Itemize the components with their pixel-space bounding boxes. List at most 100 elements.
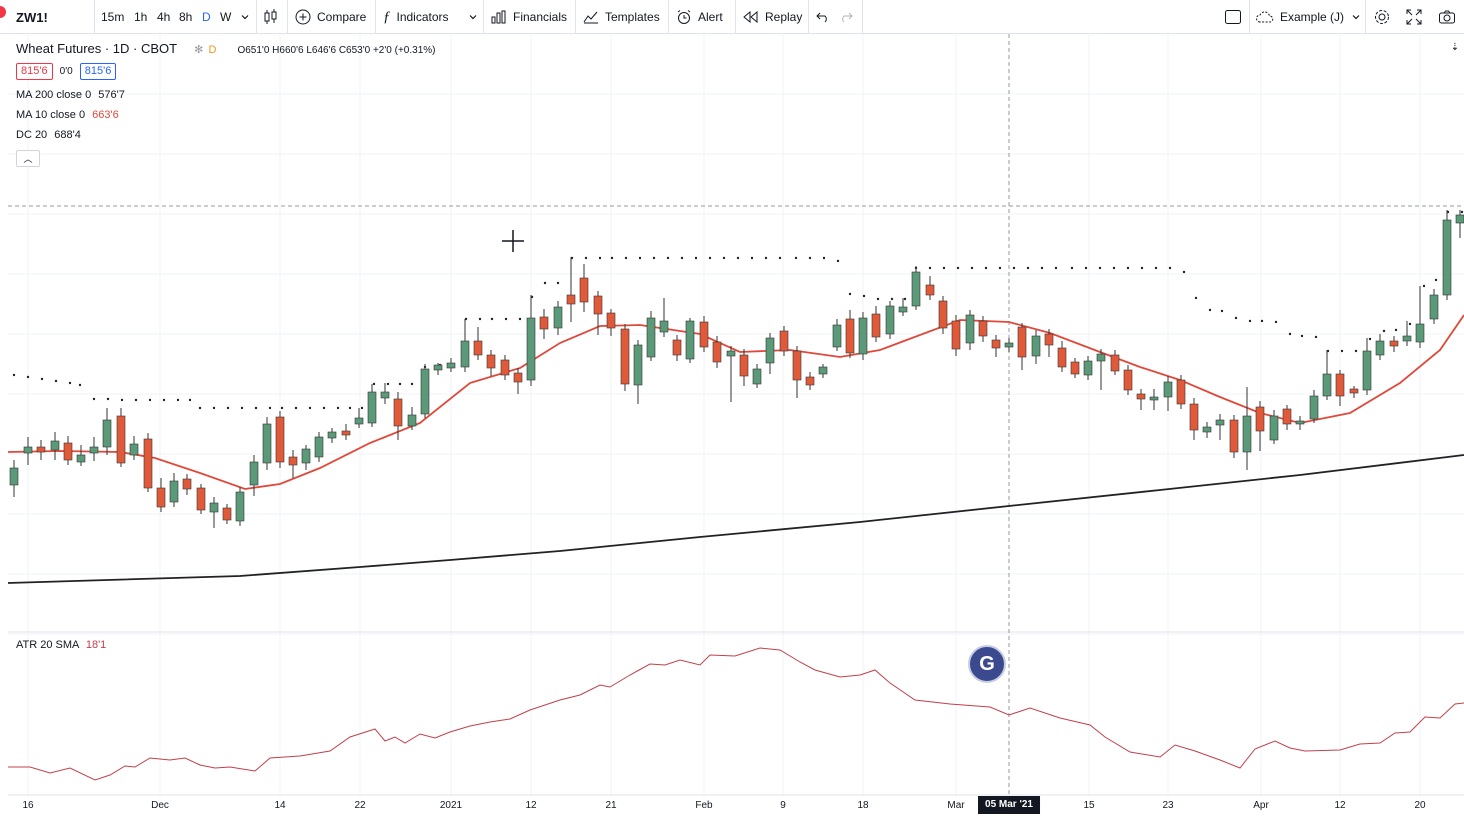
candle-body: [473, 340, 483, 356]
bid-button[interactable]: 815'6: [16, 63, 53, 80]
interval-dropdown[interactable]: [240, 0, 250, 34]
donchian-dot: [410, 382, 414, 386]
candle-body: [76, 454, 86, 463]
donchian-dot: [1112, 266, 1116, 270]
candle-body: [818, 366, 828, 375]
candle-body: [367, 391, 377, 424]
redo-icon: [842, 12, 853, 23]
candle-body: [209, 502, 219, 513]
crosshair-date-label: 05 Mar '21: [978, 796, 1040, 814]
candle-body: [262, 423, 272, 464]
candle-body: [23, 446, 33, 454]
ma10-line: [8, 314, 1464, 490]
layout-toggle[interactable]: [1224, 0, 1242, 34]
donchian-dot: [862, 294, 866, 298]
interval-label: 4h: [157, 10, 171, 24]
interval-d[interactable]: D: [202, 0, 211, 34]
interval-15m[interactable]: 15m: [101, 0, 124, 34]
alert-button[interactable]: Alert: [676, 0, 723, 34]
candle-body: [1031, 335, 1041, 357]
settings-button[interactable]: [1373, 0, 1391, 34]
grammarly-icon[interactable]: G: [968, 645, 1006, 683]
time-axis-label: 12: [1334, 800, 1346, 811]
candle-body: [1123, 369, 1133, 391]
atr-value: 18'1: [85, 639, 107, 651]
time-axis-label: Mar: [947, 800, 965, 811]
candle-body: [792, 350, 802, 381]
candle-body: [1269, 415, 1279, 441]
candle-body: [659, 320, 669, 333]
time-axis-label: 15: [1083, 800, 1095, 811]
rewind-icon: [743, 11, 759, 23]
donchian-dot: [294, 406, 298, 410]
screenshot-button[interactable]: [1438, 0, 1456, 34]
time-axis-label: 23: [1162, 800, 1174, 811]
candle-body: [407, 414, 417, 427]
candle-body: [1110, 354, 1120, 372]
interval-1h[interactable]: 1h: [134, 0, 147, 34]
candle-body: [500, 359, 510, 376]
donchian-dot: [92, 397, 96, 401]
candle-body: [553, 306, 563, 329]
donchian-dot: [652, 256, 656, 260]
replay-label: Replay: [765, 10, 803, 24]
chart-type-button[interactable]: [263, 0, 279, 34]
scroll-down-icon[interactable]: ⇣: [1450, 41, 1460, 53]
donchian-dot: [78, 383, 82, 387]
collapse-legend-button[interactable]: ︿: [16, 150, 40, 167]
donchian-dot: [1274, 320, 1278, 324]
candle-body: [911, 271, 921, 307]
donchian-dot: [722, 256, 726, 260]
ask-button[interactable]: 815'6: [79, 63, 117, 80]
candle-body: [858, 317, 868, 355]
replay-button[interactable]: Replay: [743, 0, 802, 34]
symbol-title: Wheat Futures · 1D · CBOT: [16, 41, 178, 56]
donchian-dot: [822, 256, 826, 260]
layout-name-button[interactable]: Example (J): [1256, 0, 1344, 34]
main-legend: Wheat Futures · 1D · CBOT ✻ D O651'0 H66…: [16, 41, 435, 56]
indicators-button[interactable]: ƒ Indicators: [383, 0, 449, 34]
candle-body: [486, 354, 496, 369]
candle-body: [539, 316, 549, 330]
financials-button[interactable]: Financials: [491, 0, 567, 34]
donchian-dot: [1248, 319, 1252, 323]
candle-body: [89, 446, 99, 454]
ma10-legend[interactable]: MA 10 close 0 663'6: [16, 109, 119, 121]
donchian-dot: [1260, 319, 1264, 323]
donchian-dot: [556, 281, 560, 285]
dc-legend[interactable]: DC 20 688'4: [16, 129, 81, 141]
interval-4h[interactable]: 4h: [157, 0, 170, 34]
donchian-dot: [1288, 332, 1292, 336]
fullscreen-icon: [1406, 9, 1422, 25]
atr-legend[interactable]: ATR 20 SMA 18'1: [16, 639, 106, 651]
layout-dropdown[interactable]: [1351, 0, 1361, 34]
redo-button[interactable]: [838, 0, 854, 34]
candle-body: [1004, 342, 1014, 348]
candle-body: [116, 415, 126, 464]
crosshair-cursor-icon: [502, 230, 524, 252]
candle-body: [129, 443, 139, 456]
donchian-dot: [848, 292, 852, 296]
interval-w[interactable]: W: [220, 0, 231, 34]
templates-button[interactable]: Templates: [583, 0, 660, 34]
donchian-dot: [736, 256, 740, 260]
candle-body: [752, 368, 762, 385]
alert-label: Alert: [698, 10, 723, 24]
interval-8h[interactable]: 8h: [179, 0, 192, 34]
symbol-search[interactable]: ZW1!: [16, 0, 48, 34]
dc-value: 688'4: [54, 129, 81, 141]
compare-button[interactable]: Compare: [295, 0, 366, 34]
donchian-dot: [1154, 266, 1158, 270]
cloud-icon: [1256, 11, 1274, 23]
price-chart[interactable]: [8, 34, 1464, 796]
donchian-dot: [956, 266, 960, 270]
indicators-dropdown[interactable]: [468, 0, 478, 34]
candle-body: [593, 295, 603, 315]
donchian-dot: [106, 397, 110, 401]
undo-button[interactable]: [815, 0, 831, 34]
ma200-legend[interactable]: MA 200 close 0 576'7: [16, 89, 125, 101]
donchian-dot: [1168, 266, 1172, 270]
donchian-dot: [890, 297, 894, 301]
fullscreen-button[interactable]: [1406, 0, 1422, 34]
candle-body: [1349, 388, 1359, 394]
